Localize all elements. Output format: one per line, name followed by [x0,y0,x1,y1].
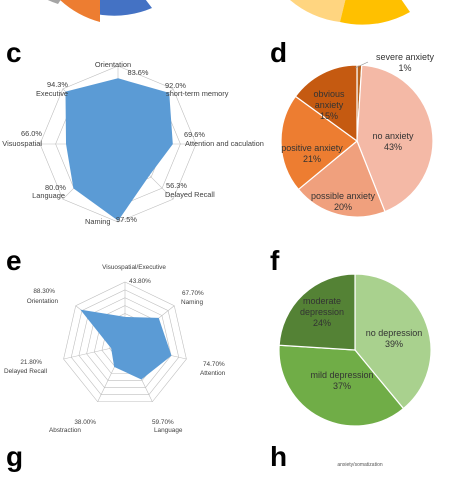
panel-h-cut-label: anxiety/somatization [337,462,383,468]
radar-grid-ring [70,289,180,395]
pie-slice-obvious-anxiety [294,64,358,143]
pie-label-obvious-anxiety: anxiety [315,100,344,110]
radar-value-naming: 67.70% [182,290,204,297]
panel-b-pie-fragment [290,0,410,25]
pie-label-severe-anxiety-value: 1% [398,63,411,73]
radar-label-delayed-recall: Delayed Recall [4,368,47,375]
radar-value-visuospatial-executive: 43.80% [129,278,151,285]
radar-value-attention-and-caculation: 69.6% [184,130,205,139]
radar-label-visuospatial: Visuospatial [2,139,42,148]
pie-slice-positive-anxiety [280,95,358,191]
radar-label-executive: Executive [36,89,68,98]
radar-value-visuospatial: 66.0% [21,129,42,138]
radar-label-visuospatial-executive: Visuospatial/Executive [102,264,166,271]
pie-label-mild-depression-value: 37% [333,381,351,391]
radar-data-area [65,78,173,221]
panel-label-g: g [6,441,23,472]
radar-label-naming: Naming [85,217,110,226]
pie-slice-no-depression [354,273,432,410]
radar-data-area [80,309,172,380]
pie-label-positive-anxiety-value: 21% [303,154,321,164]
pie-slice-possible-anxiety [297,140,386,218]
panel-label-c: c [6,37,22,68]
radar-label-orientation: Orientation [95,60,131,69]
radar-value-naming: 97.5% [116,215,137,224]
pie-label-mild-depression: mild depression [310,370,373,380]
radar-label-language: Language [32,191,65,200]
radar-label-short-term-memory: short-term memory [166,89,229,98]
panel-label-d: d [270,37,287,68]
pie-b-fragment-gold [340,0,410,25]
pie-label-no-anxiety-value: 43% [384,142,402,152]
radar-value-delayed-recall: 56.3% [166,181,187,190]
pie-slice-moderate-depression [278,273,356,351]
radar-value-attention: 74.70% [203,361,225,368]
pie-label-possible-anxiety: possible anxiety [311,191,376,201]
radar-value-orientation: 83.6% [128,68,149,77]
radar-label-language: Language [154,427,183,434]
radar-label-attention-and-caculation: Attention and caculation [185,139,264,148]
panel-label-e: e [6,245,22,276]
radar-value-delayed-recall: 21.80% [20,359,42,366]
pie-label-obvious-anxiety-value: 15% [320,111,338,121]
radar-chart-e: Visuospatial/Executive 43.80% Naming 67.70%… [4,264,226,434]
pie-b-fragment-light [290,0,346,22]
pie-slice-mild-depression [278,344,405,427]
radar-value-orientation: 88.30% [33,288,55,295]
pie-leader-line [354,61,369,69]
radar-label-abstraction: Abstraction [49,427,81,434]
pie-label-obvious-anxiety: obvious [313,89,345,99]
panel-label-h: h [270,441,287,472]
radar-label-naming: Naming [181,299,203,306]
pie-slice-no-anxiety [356,64,434,213]
radar-label-orientation: Orientation [27,298,59,305]
pie-label-moderate-depression: depression [300,307,344,317]
pie-a-fragment-orange [60,0,100,22]
pie-label-moderate-depression: moderate [303,296,341,306]
radar-value-language: 80.0% [45,183,66,192]
radar-value-executive: 94.3% [47,80,68,89]
radar-grid-ring [63,281,187,403]
radar-value-short-term-memory: 92.0% [165,81,186,90]
radar-label-delayed-recall: Delayed Recall [165,190,215,199]
panel-label-f: f [270,245,280,276]
radar-grid-ring [78,297,172,388]
pie-label-no-depression-value: 39% [385,339,403,349]
panel-a-pie-fragment [47,0,152,22]
radar-value-language: 59.70% [152,419,174,426]
radar-value-abstraction: 38.00% [74,419,96,426]
pie-a-fragment-gray [47,0,61,4]
pie-label-positive-anxiety: positive anxiety [281,143,343,153]
pie-label-severe-anxiety: severe anxiety [376,52,435,62]
pie-label-no-anxiety: no anxiety [372,131,414,141]
pie-label-possible-anxiety-value: 20% [334,202,352,212]
radar-label-attention: Attention [200,370,226,377]
pie-label-moderate-depression-value: 24% [313,318,331,328]
pie-label-no-depression: no depression [366,328,423,338]
